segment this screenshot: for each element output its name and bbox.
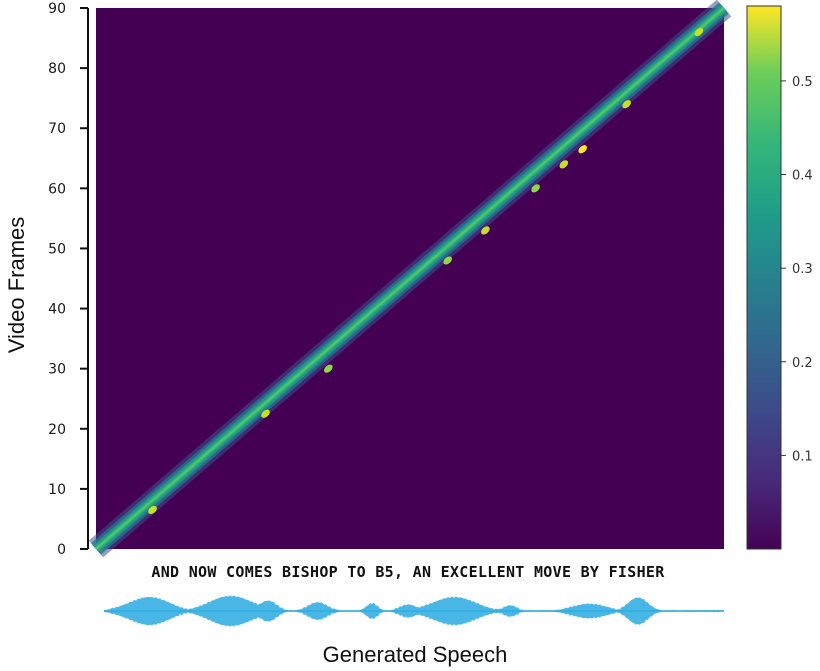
y-tick-label: 70 <box>48 121 66 137</box>
alignment-peak <box>531 184 540 193</box>
band-core <box>95 7 725 550</box>
alignment-peak <box>148 505 157 515</box>
colorbar-ticks: 0.1 0.2 0.3 0.4 0.5 <box>781 75 813 464</box>
y-tick-label: 80 <box>48 61 66 77</box>
alignment-peak <box>578 145 588 154</box>
colorbar-tick-label: 0.5 <box>792 75 813 90</box>
alignment-peak <box>622 100 631 109</box>
colorbar-tick-label: 0.2 <box>792 356 813 371</box>
y-tick-label: 20 <box>48 422 66 438</box>
y-tick-label: 40 <box>48 302 66 318</box>
colorbar <box>746 5 782 550</box>
alignment-peak <box>559 160 569 169</box>
y-tick-label: 10 <box>48 482 66 498</box>
alignment-peak <box>481 226 490 235</box>
y-tick-label: 30 <box>48 362 66 378</box>
colorbar-tick-label: 0.3 <box>792 262 813 277</box>
alignment-peak <box>261 409 270 418</box>
x-axis-title: Generated Speech <box>323 642 508 667</box>
y-axis-title: Video Frames <box>4 217 29 354</box>
alignment-peak <box>443 256 452 265</box>
speech-waveform <box>104 595 724 627</box>
y-tick-label: 60 <box>48 181 66 197</box>
y-tick-label: 0 <box>57 542 66 558</box>
colorbar-tick-label: 0.1 <box>792 449 813 464</box>
alignment-peaks <box>148 27 704 515</box>
y-tick-label: 90 <box>48 1 66 17</box>
y-axis-ticks: 0 10 20 30 40 50 60 70 80 90 <box>48 1 88 558</box>
alignment-band <box>88 0 732 558</box>
colorbar-tick-label: 0.4 <box>792 169 813 184</box>
alignment-peak <box>694 27 704 37</box>
y-tick-label: 50 <box>48 241 66 257</box>
alignment-peak <box>324 364 333 373</box>
transcript-text: AND NOW COMES BISHOP TO B5, AN EXCELLENT… <box>151 563 665 581</box>
